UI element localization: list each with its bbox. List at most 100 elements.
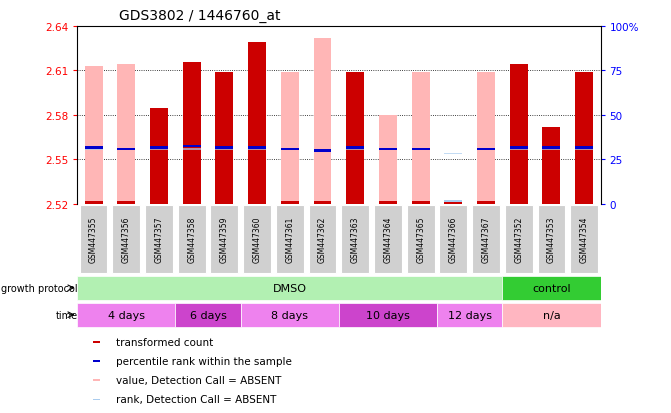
Bar	[183, 202, 201, 204]
Bar	[313, 150, 331, 152]
Bar	[477, 73, 495, 204]
FancyBboxPatch shape	[437, 303, 503, 327]
FancyBboxPatch shape	[537, 206, 566, 273]
Text: 8 days: 8 days	[271, 310, 308, 320]
Bar	[346, 147, 364, 150]
Text: GSM447363: GSM447363	[351, 216, 360, 263]
Bar	[346, 149, 364, 151]
Text: GSM447357: GSM447357	[154, 216, 164, 263]
Bar	[117, 148, 136, 151]
Bar	[379, 149, 397, 151]
FancyBboxPatch shape	[112, 206, 140, 273]
FancyBboxPatch shape	[178, 206, 205, 273]
Bar	[542, 147, 560, 150]
Bar	[280, 149, 299, 151]
Bar	[444, 202, 462, 204]
FancyBboxPatch shape	[503, 303, 601, 327]
Bar	[248, 147, 266, 150]
Bar	[411, 148, 429, 151]
Bar	[248, 149, 266, 151]
Text: growth protocol: growth protocol	[1, 283, 77, 293]
Bar	[280, 148, 299, 151]
Bar	[444, 200, 462, 203]
Bar	[411, 149, 429, 151]
Bar	[150, 202, 168, 204]
Bar	[93, 380, 101, 381]
Text: 10 days: 10 days	[366, 310, 410, 320]
Bar	[444, 153, 462, 155]
Bar	[379, 116, 397, 204]
Bar	[85, 67, 103, 204]
Bar	[85, 147, 103, 150]
Text: GSM447365: GSM447365	[416, 216, 425, 263]
Bar	[379, 148, 397, 151]
Text: GSM447353: GSM447353	[547, 216, 556, 263]
Text: 12 days: 12 days	[448, 310, 492, 320]
Bar	[117, 149, 136, 151]
Text: percentile rank within the sample: percentile rank within the sample	[117, 356, 293, 366]
Bar	[280, 202, 299, 204]
Text: transformed count: transformed count	[117, 337, 213, 347]
Text: 6 days: 6 days	[190, 310, 226, 320]
Text: GSM447366: GSM447366	[449, 216, 458, 263]
FancyBboxPatch shape	[503, 276, 601, 300]
Bar	[313, 39, 331, 204]
Text: 4 days: 4 days	[108, 310, 145, 320]
Bar	[575, 202, 593, 204]
Bar	[85, 202, 103, 204]
Text: GSM447354: GSM447354	[580, 216, 588, 263]
Text: DMSO: DMSO	[273, 283, 307, 293]
Bar	[575, 73, 593, 204]
Text: n/a: n/a	[543, 310, 560, 320]
Bar	[183, 145, 201, 148]
Text: GSM447356: GSM447356	[121, 216, 131, 263]
Bar	[477, 148, 495, 151]
Text: value, Detection Call = ABSENT: value, Detection Call = ABSENT	[117, 375, 282, 385]
FancyBboxPatch shape	[570, 206, 598, 273]
FancyBboxPatch shape	[505, 206, 533, 273]
Bar	[215, 149, 234, 151]
Text: control: control	[532, 283, 571, 293]
Bar	[313, 150, 331, 152]
Bar	[477, 149, 495, 151]
FancyBboxPatch shape	[407, 206, 435, 273]
Bar	[248, 43, 266, 204]
Text: GSM447355: GSM447355	[89, 216, 98, 263]
FancyBboxPatch shape	[342, 206, 369, 273]
Bar	[510, 65, 528, 204]
Bar	[150, 147, 168, 150]
Bar	[346, 202, 364, 204]
Bar	[477, 202, 495, 204]
Text: time: time	[56, 310, 77, 320]
Bar	[575, 149, 593, 151]
Bar	[215, 73, 234, 204]
FancyBboxPatch shape	[80, 206, 107, 273]
Text: GSM447359: GSM447359	[220, 216, 229, 263]
FancyBboxPatch shape	[175, 303, 241, 327]
Text: GSM447362: GSM447362	[318, 216, 327, 263]
Bar	[510, 202, 528, 204]
Text: rank, Detection Call = ABSENT: rank, Detection Call = ABSENT	[117, 394, 277, 404]
Bar	[150, 149, 168, 151]
FancyBboxPatch shape	[241, 303, 339, 327]
FancyBboxPatch shape	[145, 206, 173, 273]
FancyBboxPatch shape	[276, 206, 304, 273]
FancyBboxPatch shape	[243, 206, 271, 273]
Text: GSM447358: GSM447358	[187, 216, 196, 263]
FancyBboxPatch shape	[77, 303, 175, 327]
Bar	[215, 202, 234, 204]
Bar	[542, 202, 560, 204]
Bar	[280, 73, 299, 204]
Bar	[183, 149, 201, 151]
Bar	[346, 73, 364, 204]
Bar	[150, 108, 168, 204]
Bar	[93, 341, 101, 343]
Bar	[248, 202, 266, 204]
FancyBboxPatch shape	[309, 206, 336, 273]
FancyBboxPatch shape	[339, 303, 437, 327]
Bar	[379, 202, 397, 204]
Bar	[93, 399, 101, 400]
Bar	[93, 361, 101, 362]
Bar	[85, 149, 103, 151]
FancyBboxPatch shape	[77, 276, 503, 300]
